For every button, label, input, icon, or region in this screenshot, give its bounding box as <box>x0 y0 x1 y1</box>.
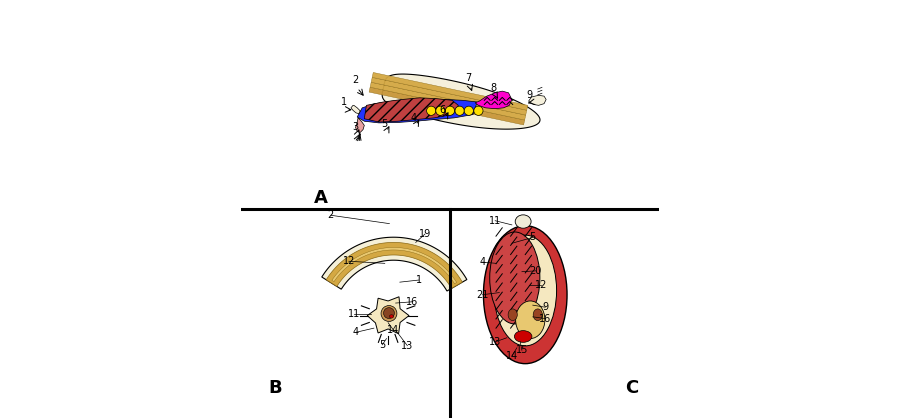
Text: 7: 7 <box>464 73 471 83</box>
Ellipse shape <box>494 235 556 346</box>
Polygon shape <box>357 99 477 123</box>
Polygon shape <box>373 72 527 110</box>
Polygon shape <box>475 91 512 109</box>
Ellipse shape <box>516 301 544 339</box>
Text: 1: 1 <box>416 275 422 285</box>
Text: 19: 19 <box>418 229 431 239</box>
Text: 16: 16 <box>539 314 552 324</box>
Text: 6: 6 <box>440 105 446 115</box>
Ellipse shape <box>390 315 393 318</box>
Ellipse shape <box>515 215 531 228</box>
Circle shape <box>473 106 483 115</box>
Text: 11: 11 <box>489 216 501 226</box>
Polygon shape <box>332 247 456 284</box>
Polygon shape <box>370 82 526 120</box>
Text: 4: 4 <box>353 327 359 337</box>
Text: 14: 14 <box>506 351 518 361</box>
Polygon shape <box>364 98 458 122</box>
Ellipse shape <box>515 331 532 342</box>
Text: 4: 4 <box>480 257 486 267</box>
Circle shape <box>436 106 445 115</box>
Ellipse shape <box>533 309 543 321</box>
Polygon shape <box>356 118 364 133</box>
Text: 2: 2 <box>352 75 358 85</box>
Text: 13: 13 <box>401 341 413 351</box>
Ellipse shape <box>483 226 567 364</box>
Text: 2: 2 <box>328 210 334 220</box>
Ellipse shape <box>383 308 394 319</box>
Text: A: A <box>314 189 328 207</box>
Polygon shape <box>382 74 540 129</box>
Text: 16: 16 <box>406 297 419 307</box>
Text: 1: 1 <box>341 97 347 107</box>
Ellipse shape <box>490 232 540 324</box>
Polygon shape <box>367 297 409 334</box>
Text: 8: 8 <box>491 83 497 93</box>
Text: 12: 12 <box>343 256 355 266</box>
Text: 13: 13 <box>489 337 501 347</box>
Text: 9: 9 <box>542 302 548 312</box>
Polygon shape <box>326 242 463 288</box>
Polygon shape <box>528 95 546 105</box>
Polygon shape <box>371 77 526 115</box>
Circle shape <box>446 106 454 115</box>
Text: 20: 20 <box>529 266 542 276</box>
Polygon shape <box>369 87 525 125</box>
Ellipse shape <box>381 306 397 321</box>
Text: 12: 12 <box>535 280 547 290</box>
Text: 3: 3 <box>352 122 358 132</box>
Text: 5: 5 <box>382 119 388 129</box>
Text: C: C <box>626 379 639 397</box>
Circle shape <box>464 106 473 115</box>
Circle shape <box>427 106 436 115</box>
Text: 15: 15 <box>516 345 528 355</box>
Text: B: B <box>268 379 282 397</box>
Text: 4: 4 <box>410 113 417 123</box>
Text: 9: 9 <box>526 90 533 100</box>
Ellipse shape <box>508 309 518 321</box>
Text: 21: 21 <box>476 290 489 300</box>
Polygon shape <box>351 105 360 114</box>
Circle shape <box>455 106 464 115</box>
Text: 11: 11 <box>347 309 360 319</box>
Polygon shape <box>322 237 467 291</box>
Text: 14: 14 <box>387 325 400 335</box>
Text: 5: 5 <box>529 232 535 242</box>
Text: 5: 5 <box>379 340 385 350</box>
